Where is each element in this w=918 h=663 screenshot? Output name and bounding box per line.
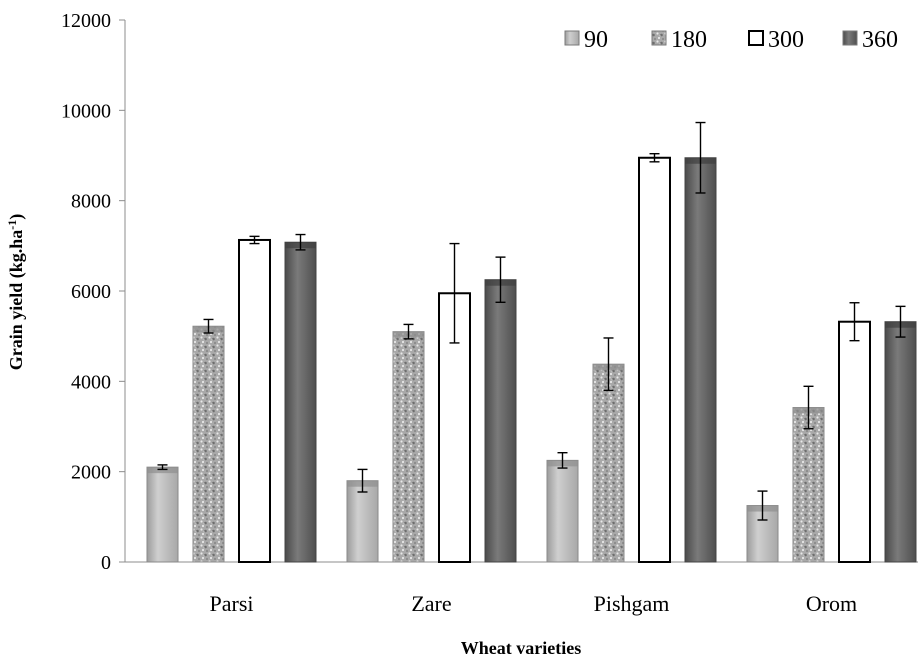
- y-axis-title: Grain yield (kg.ha-1): [5, 214, 27, 371]
- bar-parsi-180: [192, 325, 225, 563]
- category-label-pishgam: Pishgam: [594, 591, 670, 616]
- y-tick-label: 0: [101, 552, 111, 574]
- x-axis-title: Wheat varieties: [461, 638, 581, 658]
- y-ticks: 0 2000 4000 6000 8000 10000 12000: [61, 10, 125, 574]
- bar-orom-180: [792, 407, 825, 563]
- legend-swatch-360: [842, 30, 858, 46]
- bar-orom-300: [838, 320, 871, 564]
- legend-swatch-180: [651, 30, 667, 46]
- bar-zare-90: [346, 480, 379, 563]
- bar-orom-360: [884, 321, 917, 563]
- legend: 90 180 300 360: [564, 27, 898, 53]
- category-labels: Parsi Zare Pishgam Orom: [210, 591, 858, 616]
- legend-swatch-90: [564, 30, 580, 46]
- y-axis-title-end: ): [6, 214, 27, 220]
- bar-pishgam-300: [638, 156, 671, 563]
- y-axis-title-sup: -1: [5, 220, 19, 230]
- y-tick-label: 2000: [71, 462, 111, 484]
- legend-label-90: 90: [584, 27, 608, 53]
- y-tick-label: 10000: [61, 100, 111, 122]
- bar-parsi-300: [238, 238, 271, 563]
- category-label-zare: Zare: [411, 591, 451, 616]
- y-tick-label: 4000: [71, 371, 111, 393]
- bar-pishgam-360: [684, 157, 717, 563]
- bar-zare-360: [484, 279, 517, 563]
- legend-label-300: 300: [768, 27, 804, 53]
- bar-zare-180: [392, 331, 425, 563]
- category-label-parsi: Parsi: [210, 591, 254, 616]
- bars: [146, 156, 917, 564]
- error-bars: [157, 121, 906, 521]
- legend-label-360: 360: [862, 27, 898, 53]
- legend-swatch-300: [748, 30, 764, 46]
- y-axis-title-main: Grain yield (kg.ha: [6, 230, 27, 371]
- y-tick-label: 12000: [61, 10, 111, 32]
- y-tick-label: 6000: [71, 281, 111, 303]
- bar-pishgam-90: [546, 459, 579, 563]
- bar-parsi-360: [284, 241, 317, 563]
- y-tick-label: 8000: [71, 191, 111, 213]
- bar-pishgam-180: [592, 363, 625, 563]
- bar-cap: [147, 467, 178, 474]
- bar-parsi-90: [146, 466, 179, 563]
- legend-label-180: 180: [671, 27, 707, 53]
- category-label-orom: Orom: [806, 591, 857, 616]
